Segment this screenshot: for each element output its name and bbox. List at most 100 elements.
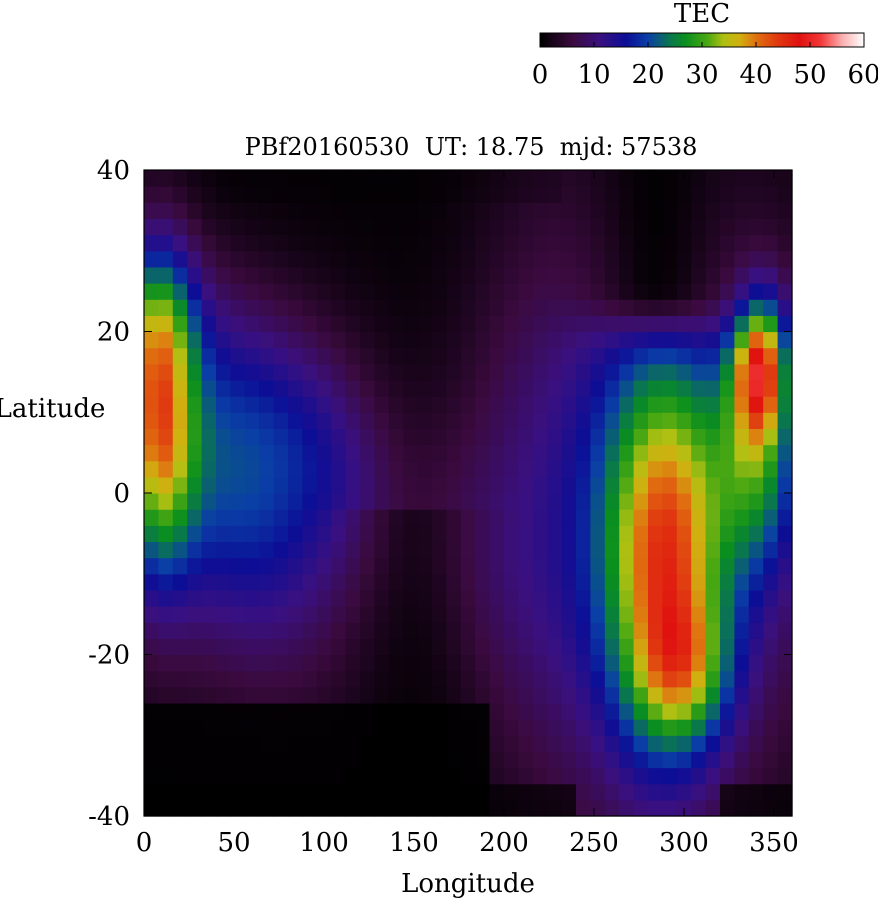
heatmap-cell: [777, 767, 793, 785]
heatmap-cell: [691, 347, 707, 365]
heatmap-cell: [417, 493, 433, 510]
heatmap-cell: [547, 751, 563, 769]
heatmap-cell: [374, 573, 390, 591]
heatmap-cell: [388, 735, 404, 752]
heatmap-cell: [691, 670, 707, 688]
heatmap-cell: [460, 460, 476, 478]
heatmap-cell: [187, 622, 203, 639]
heatmap-cell: [460, 557, 476, 575]
heatmap-cell: [273, 460, 289, 478]
heatmap-cell: [633, 460, 649, 478]
heatmap-cell: [331, 670, 347, 688]
heatmap-cell: [288, 783, 303, 801]
heatmap-cell: [216, 250, 231, 268]
heatmap-cell: [144, 509, 159, 526]
heatmap-cell: [432, 606, 447, 623]
heatmap-cell: [489, 315, 505, 333]
heatmap-cell: [374, 719, 390, 736]
heatmap-cell: [446, 202, 462, 220]
heatmap-cell: [705, 767, 721, 785]
heatmap-cell: [475, 622, 491, 639]
heatmap-cell: [446, 412, 462, 429]
heatmap-cell: [417, 186, 433, 203]
heatmap-cell: [662, 525, 678, 543]
heatmap-cell: [417, 557, 433, 575]
heatmap-cell: [763, 186, 779, 203]
heatmap-cell: [547, 460, 563, 478]
heatmap-cell: [748, 541, 764, 559]
heatmap-cell: [158, 460, 174, 478]
heatmap-cell: [590, 283, 606, 300]
heatmap-cell: [504, 783, 519, 801]
heatmap-cell: [244, 654, 260, 672]
heatmap-cell: [590, 396, 606, 413]
heatmap-cell: [216, 202, 231, 220]
heatmap-cell: [374, 654, 390, 672]
heatmap-cell: [662, 638, 678, 656]
heatmap-cell: [374, 396, 390, 413]
heatmap-cell: [288, 396, 303, 413]
heatmap-cell: [777, 170, 793, 187]
heatmap-cell: [172, 670, 188, 688]
heatmap-cell: [504, 751, 519, 769]
heatmap-cell: [705, 622, 721, 639]
heatmap-cell: [417, 670, 433, 688]
heatmap-cell: [648, 218, 663, 236]
heatmap-cell: [619, 315, 635, 333]
heatmap-cell: [662, 379, 678, 397]
heatmap-cell: [518, 751, 534, 769]
heatmap-cell: [547, 299, 563, 316]
heatmap-cell: [720, 589, 735, 607]
heatmap-cell: [446, 622, 462, 639]
heatmap-cell: [201, 186, 217, 203]
heatmap-cell: [187, 767, 203, 785]
heatmap-cell: [345, 525, 361, 543]
heatmap-cell: [619, 283, 635, 300]
heatmap-cell: [244, 670, 260, 688]
heatmap-cell: [388, 283, 404, 300]
heatmap-cell: [734, 702, 750, 720]
heatmap-cell: [676, 654, 692, 672]
heatmap-cell: [273, 202, 289, 220]
heatmap-cell: [763, 218, 779, 236]
heatmap-cell: [417, 525, 433, 543]
heatmap-cell: [187, 428, 203, 446]
heatmap-cell: [676, 541, 692, 559]
heatmap-cell: [489, 299, 505, 316]
heatmap-cell: [576, 283, 591, 300]
heatmap-cell: [648, 283, 663, 300]
heatmap-cell: [532, 250, 548, 268]
heatmap-cell: [662, 234, 678, 252]
heatmap-cell: [259, 525, 275, 543]
heatmap-cell: [619, 719, 635, 736]
heatmap-cell: [259, 751, 275, 769]
heatmap-cell: [360, 299, 375, 316]
heatmap-cell: [720, 250, 735, 268]
heatmap-cell: [763, 428, 779, 446]
heatmap-cell: [590, 573, 606, 591]
heatmap-cell: [648, 799, 663, 817]
heatmap-cell: [734, 476, 750, 494]
heatmap-cell: [230, 751, 246, 769]
heatmap-cell: [489, 557, 505, 575]
heatmap-cell: [547, 444, 563, 462]
heatmap-cell: [504, 283, 519, 300]
heatmap-cell: [187, 670, 203, 688]
heatmap-cell: [273, 266, 289, 284]
heatmap-cell: [432, 751, 447, 769]
heatmap-cell: [259, 573, 275, 591]
heatmap-cell: [230, 783, 246, 801]
heatmap-cell: [619, 250, 635, 268]
heatmap-cell: [763, 573, 779, 591]
heatmap-cell: [374, 735, 390, 752]
heatmap-cell: [403, 315, 419, 333]
heatmap-cell: [518, 767, 534, 785]
heatmap-cell: [518, 638, 534, 656]
heatmap-cell: [172, 250, 188, 268]
heatmap-cell: [360, 331, 375, 349]
heatmap-cell: [734, 589, 750, 607]
heatmap-cell: [475, 234, 491, 252]
heatmap-cell: [676, 283, 692, 300]
heatmap-cell: [244, 266, 260, 284]
heatmap-cell: [432, 735, 447, 752]
